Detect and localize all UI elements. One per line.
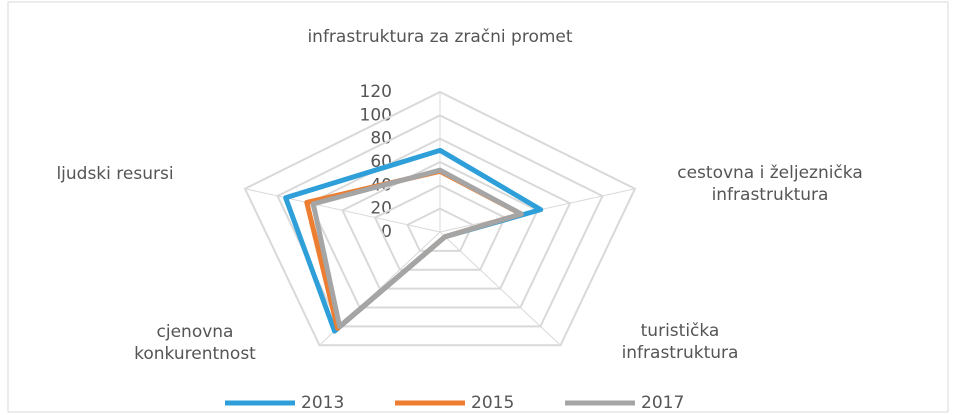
- axis-label: cestovna i željeznička infrastruktura: [677, 163, 863, 205]
- legend-label: 2015: [471, 393, 514, 413]
- chart-border: [7, 1, 949, 413]
- grid-ring: [243, 90, 637, 347]
- spoke: [244, 188, 441, 233]
- legend-label: 2013: [301, 393, 344, 413]
- axis-label: cjenovna konkurentnost: [134, 322, 256, 364]
- series-line: [310, 167, 524, 329]
- grid-ring: [406, 207, 474, 252]
- axis-label: turistička infrastruktura: [621, 321, 739, 363]
- r-tick-label: 80: [370, 129, 392, 149]
- grid-ring: [308, 137, 572, 309]
- r-tick-label: 100: [360, 105, 392, 125]
- axis-label: ljudski resursi: [56, 164, 174, 184]
- r-tick-label: 120: [360, 82, 392, 102]
- r-tick-label: 20: [370, 199, 392, 219]
- grid-ring: [373, 184, 507, 271]
- axis-label: infrastruktura za zračni promet: [307, 27, 573, 47]
- spoke: [439, 231, 561, 346]
- grid-ring: [341, 160, 539, 290]
- legend-label: 2017: [641, 393, 684, 413]
- grid-ring: [276, 114, 604, 328]
- r-tick-label: 0: [381, 222, 392, 242]
